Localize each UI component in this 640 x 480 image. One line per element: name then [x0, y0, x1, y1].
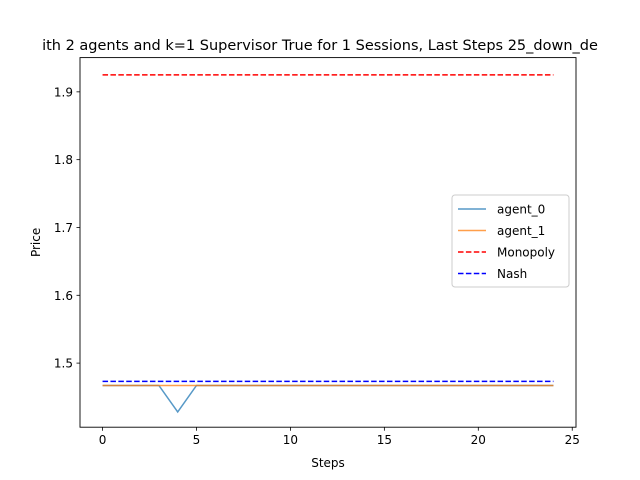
- legend-label: agent_1: [497, 224, 545, 238]
- y-tick-label: 1.9: [54, 85, 73, 99]
- plot-frame: [79, 57, 577, 428]
- chart-title: ith 2 agents and k=1 Supervisor True for…: [42, 38, 598, 54]
- axes-layer: 0 5 10 15 20 25 1.5 1.6 1.7 1.8 1.9: [54, 85, 580, 447]
- y-tick-label: 1.7: [54, 221, 73, 235]
- x-axis-label: Steps: [311, 456, 345, 470]
- legend-label: Nash: [497, 267, 527, 281]
- y-tick-label: 1.8: [54, 153, 73, 167]
- x-tick-label: 25: [565, 433, 580, 447]
- y-tick-label: 1.6: [54, 289, 73, 303]
- legend-frame: [451, 194, 570, 288]
- y-axis-label: Price: [29, 228, 43, 257]
- x-tick-label: 15: [377, 433, 392, 447]
- x-tick-label: 5: [193, 433, 201, 447]
- y-tick-label: 1.5: [54, 357, 73, 371]
- x-tick-label: 10: [283, 433, 298, 447]
- series-layer: [102, 74, 554, 414]
- x-tick-label: 0: [99, 433, 107, 447]
- legend: agent_0 agent_1 Monopoly Nash: [451, 194, 570, 288]
- legend-label: Monopoly: [497, 246, 555, 260]
- x-tick-label: 20: [471, 433, 486, 447]
- legend-label: agent_0: [497, 203, 545, 217]
